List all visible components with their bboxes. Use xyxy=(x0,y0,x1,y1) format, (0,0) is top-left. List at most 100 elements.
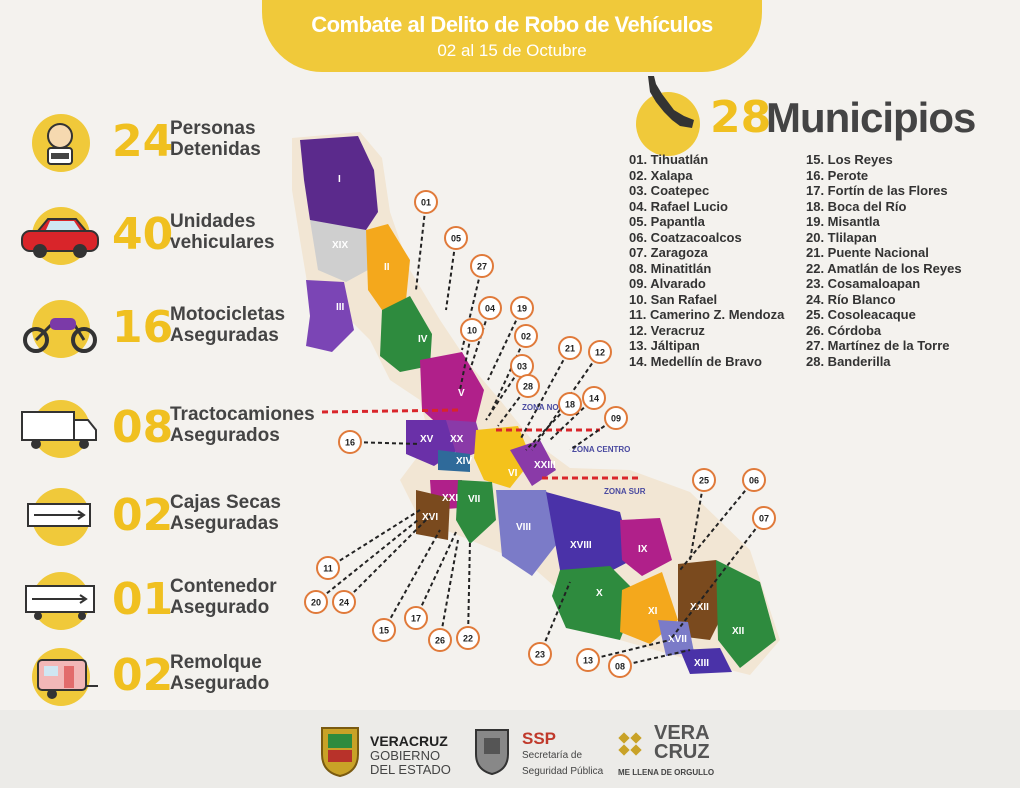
marker-leader-line xyxy=(343,515,431,603)
veracruz-map: I II III IV V VI VII VIII IX X XI XII XI… xyxy=(292,132,780,678)
marker-leader-line xyxy=(487,307,523,381)
region-label: X xyxy=(596,588,603,599)
region-label: XI xyxy=(648,606,658,617)
region-XVII xyxy=(658,620,694,656)
region-label: VI xyxy=(508,468,518,479)
region-label: XV xyxy=(420,434,434,445)
region-IV xyxy=(380,296,432,372)
municipio-marker: 06 xyxy=(742,468,766,492)
detained-person-icon xyxy=(47,123,73,165)
marker-leader-line xyxy=(619,649,691,667)
region-XXIII xyxy=(510,440,556,486)
region-XVIII xyxy=(546,492,632,582)
stat-label: Unidades vehiculares xyxy=(170,211,275,253)
municipio-list-item: 12. Veracruz xyxy=(629,322,705,338)
stat-row: 16 Motocicletas Aseguradas xyxy=(18,296,318,366)
municipio-list-item: 08. Minatitlán xyxy=(629,260,712,276)
marker-number: 16 xyxy=(345,438,355,448)
municipio-marker: 02 xyxy=(514,324,538,348)
marker-leader-line xyxy=(383,529,441,631)
marker-number: 22 xyxy=(463,634,473,644)
zone-label-sur: ZONA SUR xyxy=(604,487,646,496)
stat-label: Personas Detenidas xyxy=(170,118,261,160)
municipio-list-item: 19. Misantla xyxy=(806,214,880,229)
municipios-count: 28 xyxy=(710,92,772,143)
region-VII xyxy=(456,480,496,544)
region-label: XVII xyxy=(668,634,687,645)
marker-number: 13 xyxy=(583,656,593,666)
veracruz-shield-icon xyxy=(321,727,359,778)
marker-leader-line xyxy=(539,581,571,655)
municipio-marker: 11 xyxy=(316,556,340,580)
region-III xyxy=(306,280,354,352)
region-label: XIII xyxy=(694,658,709,669)
zone-label-norte: ZONA NORTE xyxy=(522,403,575,412)
region-label: IX xyxy=(638,544,648,555)
gov-line2: GOBIERNO xyxy=(370,748,441,763)
stat-label: Contenedor Asegurado xyxy=(170,576,277,618)
municipio-marker: 18 xyxy=(558,392,582,416)
stat-value: 02 xyxy=(112,490,174,541)
dry-box-icon xyxy=(27,503,91,527)
marker-leader-line xyxy=(415,531,457,619)
region-label: VIII xyxy=(516,522,531,533)
municipio-marker: 09 xyxy=(604,406,628,430)
marker-number: 09 xyxy=(611,414,621,424)
region-label: II xyxy=(384,262,390,273)
municipio-marker: 25 xyxy=(692,468,716,492)
region-V xyxy=(420,352,484,428)
marker-number: 27 xyxy=(477,262,487,272)
region-X xyxy=(552,566,638,640)
municipio-marker: 20 xyxy=(304,590,328,614)
stat-row: 01 Contenedor Asegurado xyxy=(18,568,318,638)
municipio-marker: 26 xyxy=(428,628,452,652)
motorcycle-icon xyxy=(23,318,97,353)
municipio-list-item: 04. Rafael Lucio xyxy=(629,198,728,214)
municipio-marker: 07 xyxy=(752,506,776,530)
municipio-marker: 23 xyxy=(528,642,552,666)
marker-number: 28 xyxy=(523,382,533,392)
municipios-list-1: 01. Tihuatlán 02. Xalapa 03. Coatepec 04. R… xyxy=(629,152,784,369)
marker-leader-line xyxy=(445,237,457,311)
marker-number: 08 xyxy=(615,662,625,672)
region-II xyxy=(366,224,410,310)
region-label: XVIII xyxy=(570,540,592,551)
brand-pattern-icon xyxy=(618,732,642,756)
municipio-marker: 28 xyxy=(516,374,540,398)
region-label: V xyxy=(458,388,465,399)
municipio-list-item: 17. Fortín de las Flores xyxy=(806,183,948,198)
car-icon xyxy=(21,218,99,258)
municipio-marker: 14 xyxy=(582,386,606,410)
municipio-markers: 01 05 27 04 19 10 02 03 28 21 12 18 14 09 16 25 06 07 11 20… xyxy=(304,190,776,678)
stat-row: 40 Unidades vehiculares xyxy=(18,203,318,273)
region-XX xyxy=(446,420,484,460)
header-banner: Combate al Delito de Robo de Vehículos 0… xyxy=(262,0,762,72)
municipio-list-item: 21. Puente Nacional xyxy=(806,245,929,260)
region-labels: I II III IV V VI VII VIII IX X XI XII XI… xyxy=(332,174,744,669)
municipio-marker: 10 xyxy=(460,318,484,342)
zone-label-centro: ZONA CENTRO xyxy=(572,445,630,454)
brand-line1: VERA xyxy=(654,722,710,744)
municipios-label: Municipios xyxy=(766,94,976,141)
marker-number: 20 xyxy=(311,598,321,608)
marker-number: 01 xyxy=(421,198,431,208)
region-XIII xyxy=(680,648,732,674)
gov-line1: VERACRUZ xyxy=(370,733,448,749)
marker-leader-line xyxy=(669,517,765,641)
stat-value: 01 xyxy=(112,574,174,625)
page-subtitle: 02 al 15 de Octubre xyxy=(437,41,587,60)
municipio-marker: 27 xyxy=(470,254,494,278)
marker-number: 05 xyxy=(451,234,461,244)
region-label: XXI xyxy=(442,493,458,504)
stat-label: Remolque Asegurado xyxy=(170,652,270,694)
marker-leader-line xyxy=(587,639,671,661)
municipio-marker: 08 xyxy=(608,654,632,678)
stat-row: 02 Cajas Secas Aseguradas xyxy=(18,484,318,554)
municipio-marker: 01 xyxy=(414,190,438,214)
marker-number: 10 xyxy=(467,326,477,336)
municipio-list-item: 07. Zaragoza xyxy=(629,245,708,260)
marker-number: 18 xyxy=(565,400,575,410)
stat-value: 02 xyxy=(112,650,174,701)
marker-number: 23 xyxy=(535,650,545,660)
municipio-list-item: 26. Córdoba xyxy=(806,322,882,338)
